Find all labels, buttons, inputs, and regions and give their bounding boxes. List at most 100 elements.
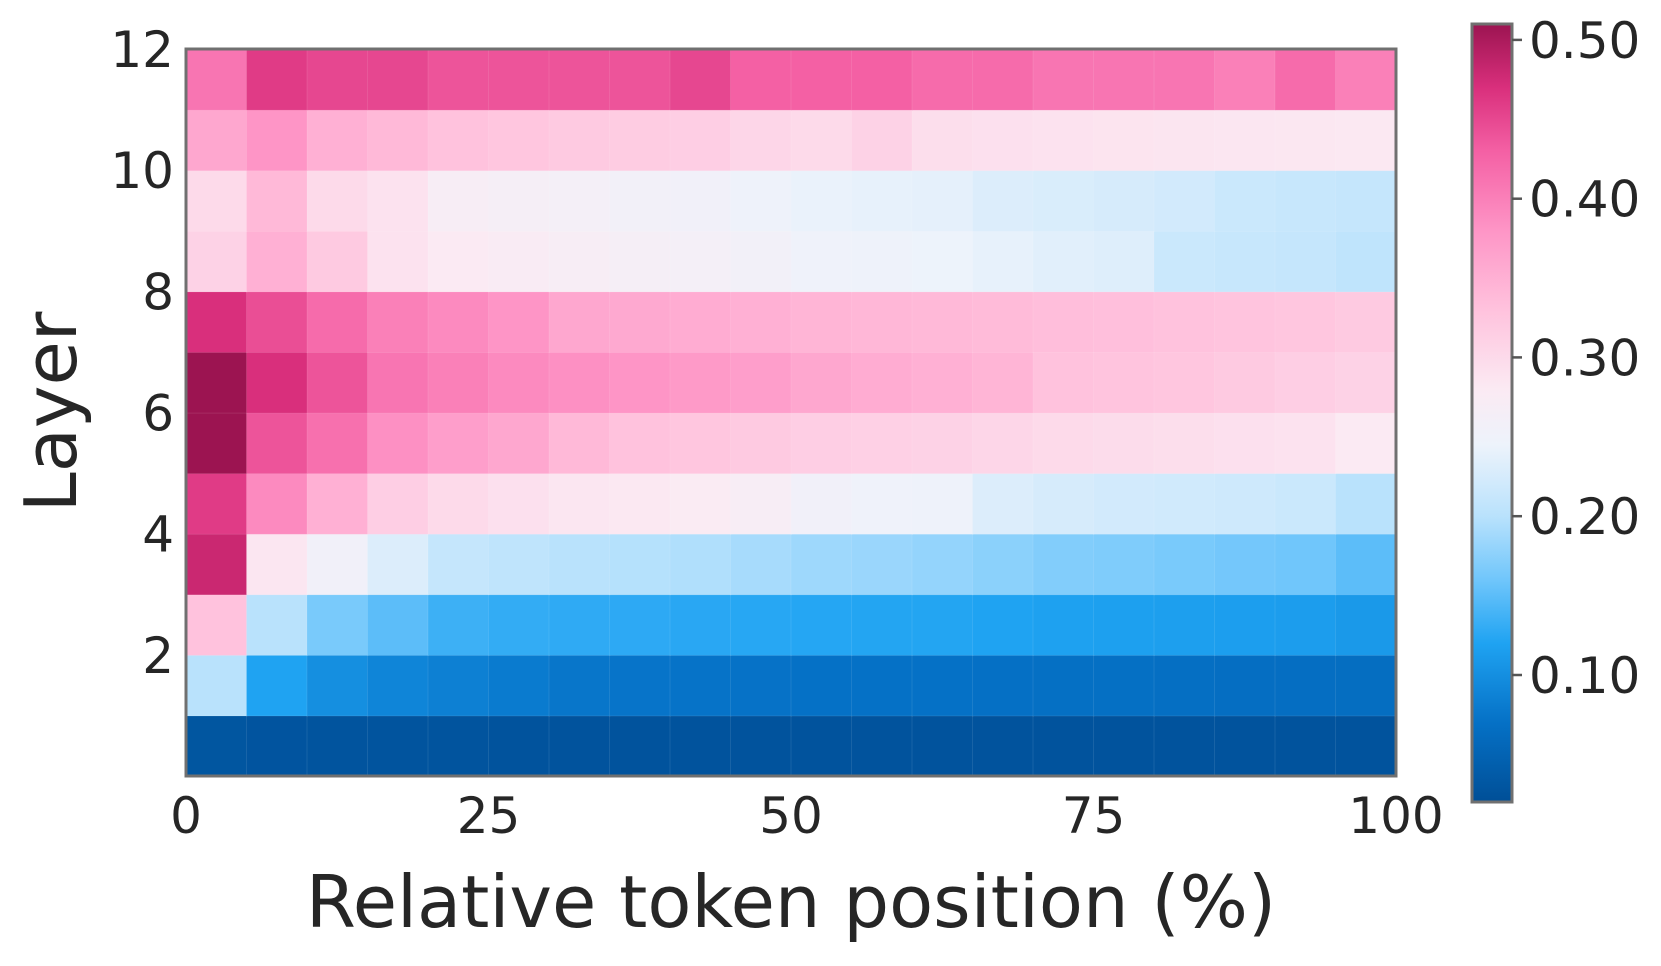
heatmap-cell-layer-5-bin-13 [911,472,974,535]
heatmap-cell-layer-8-bin-18 [1214,290,1276,353]
heatmap-cell-layer-1-bin-13 [911,715,974,777]
heatmap-cell-layer-1-bin-17 [1153,715,1216,777]
heatmap-cell-layer-8-bin-10 [730,290,792,353]
heatmap-cell-layer-9-bin-8 [609,230,671,293]
heatmap-cell-layer-2-bin-4 [367,654,429,717]
y-tick-label: 6 [142,385,174,443]
heatmap-cell-layer-11-bin-13 [911,109,974,172]
heatmap-cell-layer-7-bin-11 [790,351,853,414]
heatmap-cell-layer-6-bin-4 [367,412,429,475]
heatmap-cell-layer-3-bin-14 [972,593,1034,656]
heatmap-cell-layer-6-bin-19 [1274,412,1337,475]
y-tick-labels: 2 4 6 8 10 12 [110,21,174,685]
heatmap-cell-layer-3-bin-5 [427,593,490,656]
heatmap-cell-layer-9-bin-20 [1335,230,1397,293]
heatmap-cell-layer-9-bin-10 [730,230,792,293]
heatmap-cell-layer-4-bin-17 [1153,533,1216,596]
heatmap-cell-layer-1-bin-5 [427,715,490,777]
heatmap-cell-layer-10-bin-13 [911,169,974,232]
heatmap-cell-layer-2-bin-7 [548,654,611,717]
heatmap-cell-layer-11-bin-8 [609,109,671,172]
heatmap-cell-layer-6-bin-1 [185,412,248,475]
heatmap-cell-layer-9-bin-18 [1214,230,1276,293]
heatmap-cell-layer-9-bin-19 [1274,230,1337,293]
colorbar-tick-label: 0.20 [1529,488,1640,546]
heatmap-cell-layer-11-bin-15 [1032,109,1095,172]
heatmap-cell-layer-12-bin-8 [609,48,671,111]
heatmap-cell-layer-3-bin-12 [851,593,913,656]
heatmap-cell-layer-5-bin-18 [1214,472,1276,535]
heatmap-cell-layer-12-bin-3 [306,48,369,111]
y-tick-label: 10 [110,142,174,200]
heatmap-cell-layer-7-bin-6 [488,351,550,414]
heatmap-cell-layer-10-bin-10 [730,169,792,232]
heatmap-cell-layer-2-bin-13 [911,654,974,717]
heatmap-cell-layer-1-bin-19 [1274,715,1337,777]
heatmap-cell-layer-8-bin-14 [972,290,1034,353]
heatmap-cell-layer-6-bin-14 [972,412,1034,475]
heatmap-cell-layer-6-bin-5 [427,412,490,475]
heatmap-cell-layer-8-bin-13 [911,290,974,353]
heatmap-cell-layer-11-bin-12 [851,109,913,172]
heatmap-cell-layer-10-bin-15 [1032,169,1095,232]
heatmap-cell-layer-9-bin-6 [488,230,550,293]
heatmap-cell-layer-10-bin-12 [851,169,913,232]
heatmap-cell-layer-9-bin-5 [427,230,490,293]
x-tick-label: 0 [170,787,202,845]
heatmap-cell-layer-3-bin-6 [488,593,550,656]
heatmap-cell-layer-6-bin-10 [730,412,792,475]
heatmap-cell-layer-10-bin-17 [1153,169,1216,232]
heatmap-cell-layer-3-bin-13 [911,593,974,656]
plot-frame [184,47,1398,778]
heatmap-cell-layer-4-bin-15 [1032,533,1095,596]
heatmap-cell-layer-3-bin-18 [1214,593,1276,656]
heatmap-cell-layer-1-bin-11 [790,715,853,777]
heatmap-cell-layer-3-bin-2 [246,593,308,656]
heatmap-cell-layer-5-bin-4 [367,472,429,535]
heatmap-cell-layer-7-bin-16 [1093,351,1155,414]
heatmap-cell-layer-4-bin-5 [427,533,490,596]
heatmap-cell-layer-5-bin-7 [548,472,611,535]
heatmap-cell-layer-9-bin-15 [1032,230,1095,293]
y-tick-label: 8 [142,263,174,321]
heatmap-cell-layer-10-bin-20 [1335,169,1397,232]
heatmap-cell-layer-5-bin-11 [790,472,853,535]
heatmap-cell-layer-11-bin-6 [488,109,550,172]
heatmap-cell-layer-1-bin-1 [185,715,248,777]
heatmap-cell-layer-5-bin-2 [246,472,308,535]
colorbar-tick-label: 0.10 [1529,647,1640,705]
colorbar-tick-label: 0.30 [1529,329,1640,387]
heatmap-cell-layer-3-bin-19 [1274,593,1337,656]
heatmap-cell-layer-7-bin-10 [730,351,792,414]
heatmap-cell-layer-4-bin-16 [1093,533,1155,596]
heatmap-cell-layer-7-bin-7 [548,351,611,414]
heatmap-cell-layer-11-bin-10 [730,109,792,172]
heatmap-cell-layer-6-bin-13 [911,412,974,475]
heatmap-cell-layer-12-bin-14 [972,48,1034,111]
colorbar-ticks: 0.10 0.20 0.30 0.40 0.50 [1512,12,1640,705]
heatmap-cell-layer-8-bin-5 [427,290,490,353]
heatmap-cell-layer-9-bin-13 [911,230,974,293]
heatmap-cell-layer-12-bin-6 [488,48,550,111]
heatmap-cell-layer-7-bin-19 [1274,351,1337,414]
heatmap-cell-layer-6-bin-9 [669,412,732,475]
heatmap-cell-layer-7-bin-15 [1032,351,1095,414]
heatmap-cell-layer-2-bin-14 [972,654,1034,717]
heatmap-cell-layer-11-bin-2 [246,109,308,172]
heatmap-cell-layer-2-bin-11 [790,654,853,717]
heatmap-cell-layer-8-bin-17 [1153,290,1216,353]
heatmap-cell-layer-2-bin-20 [1335,654,1397,717]
heatmap-cell-layer-2-bin-2 [246,654,308,717]
heatmap-cell-layer-10-bin-14 [972,169,1034,232]
heatmap-cell-layer-8-bin-11 [790,290,853,353]
heatmap-cell-layer-12-bin-7 [548,48,611,111]
heatmap-cell-layer-1-bin-14 [972,715,1034,777]
heatmap-cell-layer-2-bin-19 [1274,654,1337,717]
heatmap-cell-layer-5-bin-6 [488,472,550,535]
heatmap-cell-layer-6-bin-17 [1153,412,1216,475]
heatmap-cell-layer-12-bin-12 [851,48,913,111]
heatmap-cell-layer-6-bin-7 [548,412,611,475]
heatmap-cell-layer-10-bin-9 [669,169,732,232]
heatmap-cell-layer-2-bin-12 [851,654,913,717]
heatmap-cell-layer-11-bin-11 [790,109,853,172]
